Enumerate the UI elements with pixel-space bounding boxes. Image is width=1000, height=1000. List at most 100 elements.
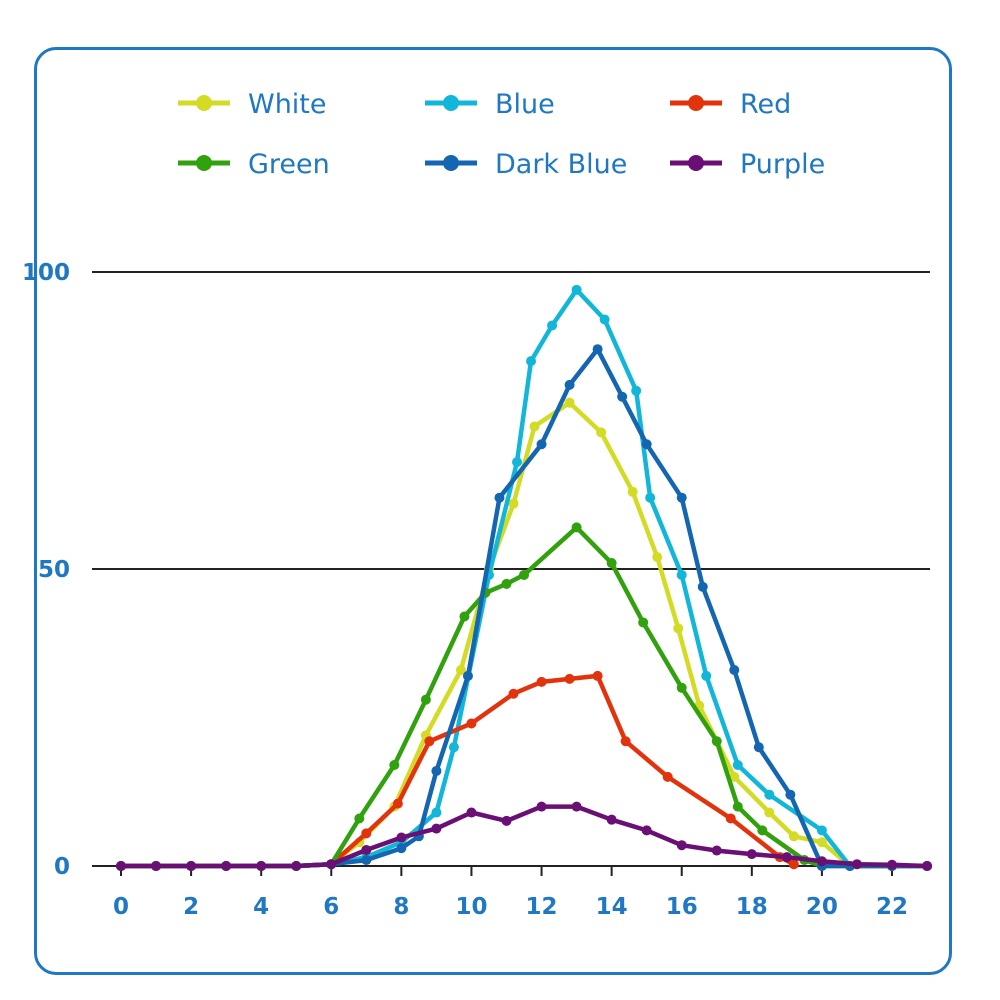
data-point: [627, 486, 638, 497]
x-axis: 0 2 4 6 8 10 12 14 16 18 20 22: [113, 866, 908, 920]
data-point: [536, 676, 547, 687]
data-point: [676, 682, 687, 693]
data-point: [816, 856, 827, 867]
data-point: [291, 861, 302, 871]
data-point: [431, 823, 442, 834]
data-point: [673, 623, 684, 634]
data-point: [676, 569, 687, 580]
data-point: [753, 742, 764, 753]
data-point: [571, 522, 582, 533]
data-point: [501, 815, 512, 826]
data-point: [431, 807, 442, 818]
data-point: [389, 760, 400, 771]
data-point: [536, 439, 547, 450]
data-point: [725, 813, 736, 824]
legend-label: White: [248, 89, 327, 120]
data-point: [455, 664, 466, 675]
data-point: [547, 320, 558, 331]
data-point: [746, 849, 757, 860]
data-point: [361, 855, 372, 866]
x-tick-label: 10: [455, 894, 487, 920]
x-tick-label: 4: [253, 894, 269, 920]
legend-label: Dark Blue: [495, 149, 627, 180]
data-point: [186, 861, 197, 871]
data-point: [764, 789, 775, 800]
data-point: [596, 427, 607, 438]
data-point: [592, 344, 603, 355]
data-point: [116, 861, 126, 871]
data-point: [729, 771, 740, 782]
x-tick-label: 14: [596, 894, 628, 920]
legend-label: Green: [248, 149, 330, 180]
data-point: [256, 861, 267, 871]
data-point: [462, 670, 473, 681]
data-point: [729, 664, 740, 675]
data-point: [519, 569, 530, 580]
series-purple: [116, 801, 933, 871]
data-point: [676, 840, 687, 851]
data-point: [645, 492, 656, 503]
legend-swatch-marker: [688, 95, 704, 111]
data-point: [571, 284, 582, 295]
legend-item-purple: Purple: [670, 149, 825, 180]
data-point: [816, 825, 827, 836]
x-tick-label: 20: [806, 894, 838, 920]
data-point: [620, 736, 631, 747]
data-point: [501, 578, 512, 589]
data-point: [701, 670, 712, 681]
data-point: [354, 813, 365, 824]
data-point: [606, 558, 617, 569]
data-point: [361, 844, 372, 855]
data-point: [785, 789, 796, 800]
chart-frame: [34, 47, 952, 975]
data-point: [508, 498, 519, 509]
legend-swatch-marker: [688, 155, 704, 171]
data-point: [529, 421, 540, 432]
data-point: [420, 694, 431, 705]
x-tick-label: 2: [183, 894, 199, 920]
data-point: [711, 736, 722, 747]
data-point: [617, 391, 628, 402]
series-lines: [116, 284, 933, 871]
legend-item-white: White: [178, 89, 327, 120]
data-point: [221, 861, 232, 871]
data-point: [361, 828, 372, 839]
data-point: [711, 845, 722, 856]
data-point: [508, 688, 519, 699]
data-point: [536, 801, 547, 812]
data-point: [816, 837, 827, 848]
data-point: [732, 760, 743, 771]
data-point: [564, 397, 575, 408]
data-point: [448, 742, 459, 753]
y-tick-label: 0: [54, 854, 70, 880]
legend-label: Blue: [495, 89, 555, 120]
data-point: [781, 852, 792, 863]
legend-swatch-marker: [196, 155, 212, 171]
data-point: [788, 859, 799, 870]
y-axis-ticks: 0 50 100: [22, 260, 70, 880]
legend: White Blue Red Green Dark Blue Purple: [178, 89, 825, 180]
x-tick-label: 8: [393, 894, 409, 920]
gridlines: [92, 271, 930, 867]
data-point: [571, 801, 582, 812]
data-point: [887, 859, 897, 870]
legend-swatch-marker: [196, 95, 212, 111]
x-tick-label: 22: [876, 894, 908, 920]
y-tick-label: 50: [38, 557, 70, 583]
data-point: [512, 457, 523, 468]
legend-swatch-marker: [443, 155, 459, 171]
data-point: [396, 843, 407, 854]
data-point: [641, 825, 652, 836]
data-point: [851, 859, 862, 870]
data-point: [424, 736, 435, 747]
data-point: [599, 314, 610, 325]
legend-item-dark-blue: Dark Blue: [425, 149, 627, 180]
data-point: [326, 859, 337, 870]
data-point: [922, 861, 933, 871]
legend-label: Purple: [740, 149, 825, 180]
data-point: [526, 356, 537, 367]
data-point: [788, 831, 799, 842]
data-point: [392, 798, 403, 809]
data-point: [652, 552, 663, 563]
